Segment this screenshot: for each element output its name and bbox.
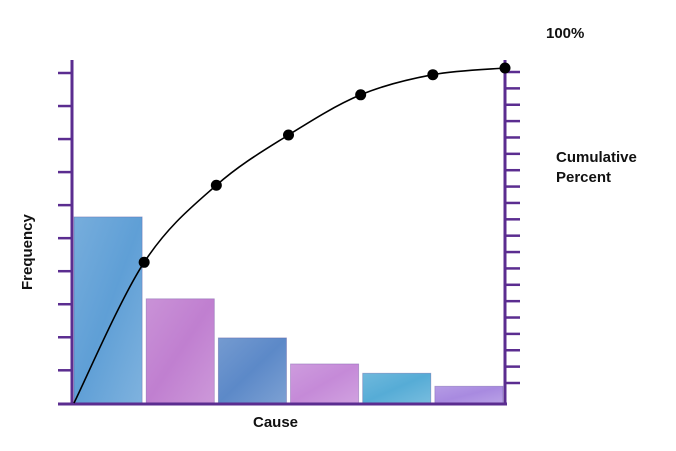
- bar-4: [290, 363, 360, 404]
- cumulative-point-3: [283, 129, 294, 141]
- y2-axis-label-line2: Percent: [556, 169, 612, 187]
- y2-axis-label-line1: Cumulative: [556, 149, 637, 166]
- bar-2: [145, 298, 215, 404]
- cumulative-point-6: [499, 62, 511, 74]
- bar-3: [217, 337, 287, 404]
- cumulative-point-5: [427, 69, 439, 81]
- cumulative-point-1: [138, 256, 150, 268]
- bar-6: [434, 385, 504, 404]
- cumulative-max-label: 100%: [546, 25, 585, 42]
- x-axis-label: Cause: [253, 414, 299, 431]
- bar-5: [362, 372, 432, 404]
- bar-1: [73, 216, 143, 404]
- y2-axis-label: Cumulative Percent: [556, 148, 637, 189]
- cumulative-point-2: [210, 179, 222, 191]
- y-axis-label: Frequency: [19, 214, 36, 290]
- cumulative-point-4: [355, 89, 367, 101]
